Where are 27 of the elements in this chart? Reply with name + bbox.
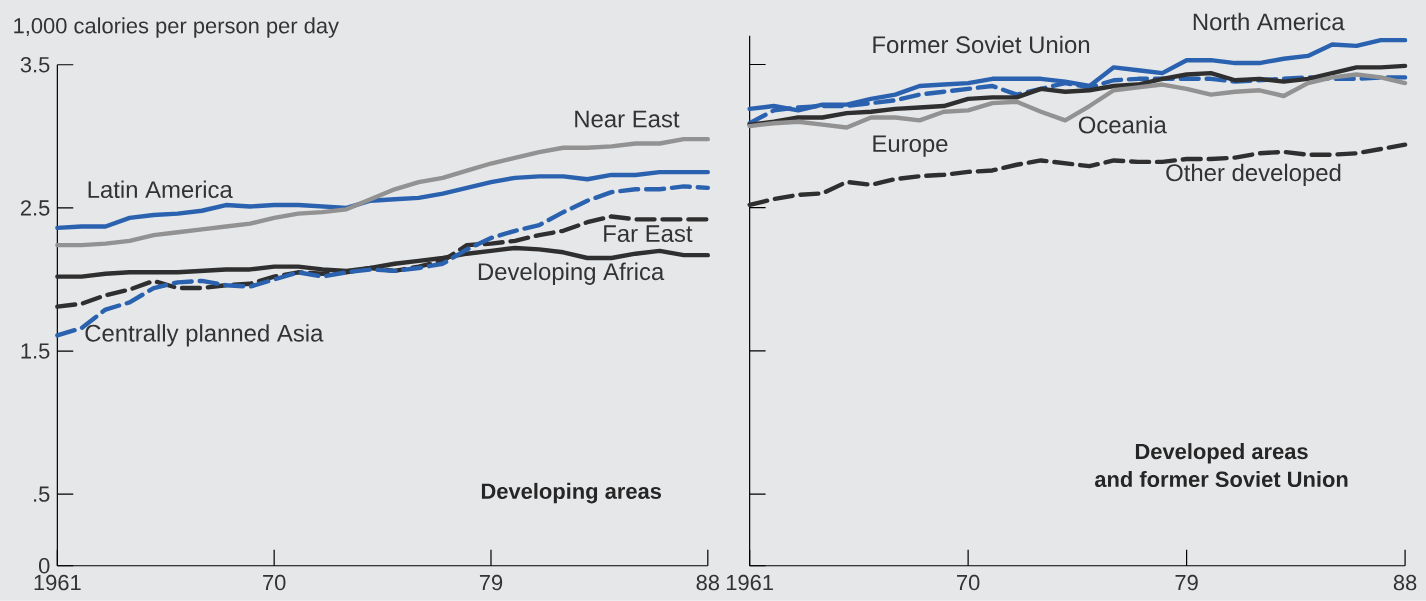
x-tick-label: 79 [1175,575,1198,591]
x-tick-label: 88 [1393,575,1417,591]
x-tick-label: 88 [696,575,720,591]
series-label: Other developed [1166,163,1341,187]
series-label: Near East [575,110,680,128]
series-label: Centrally planned Asia [85,324,324,347]
y-tick-label: 3.5 [20,57,50,73]
x-tick-label: 1961 [726,575,773,591]
series-label: Oceania [1078,116,1167,134]
y-tick-label: .5 [34,486,50,503]
y-tick-label: 1.5 [21,343,50,359]
text: Developed areas [1135,443,1308,464]
x-tick-label: 1961 [34,575,81,591]
x-tick-label: 79 [479,575,503,591]
x-tick-label: 70 [957,575,980,591]
series-label: Developing Africa [478,262,665,286]
series-label: Europe [873,135,948,158]
y-tick-label: 0 [38,558,50,574]
series-label: Latin America [88,180,233,199]
x-tick-label: 70 [263,575,286,591]
text: Developing areas [481,483,662,504]
y-tick-label: 2.5 [20,200,50,216]
text: and former Soviet Union [1094,471,1348,488]
series-label: Far East [604,225,693,243]
series-label: North America [1193,12,1345,31]
series-label: Former Soviet Union [873,35,1090,54]
y-axis-title: 1,000 calories per person per day [14,17,339,38]
